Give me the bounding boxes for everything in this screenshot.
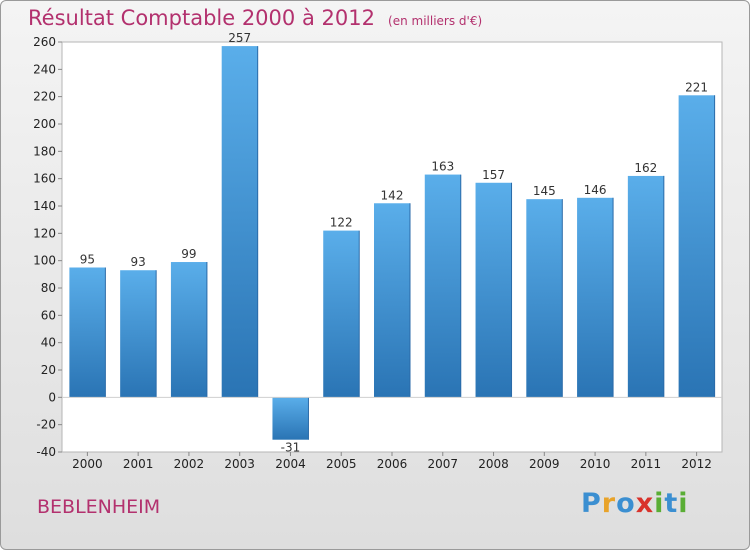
logo-letter: i [654,488,665,519]
y-tick-label: -40 [36,445,56,459]
bar-2008 [475,182,512,398]
x-tick-label: 2004 [275,457,306,471]
bar-2000 [69,267,106,398]
data-label-2008: 157 [482,168,505,182]
y-tick-label: 220 [33,90,56,104]
x-tick-label: 2008 [478,457,509,471]
x-tick-label: 2005 [326,457,357,471]
bar-2001 [120,270,157,398]
bar-2010 [577,197,614,398]
y-tick-label: 260 [33,35,56,49]
data-label-2000: 95 [80,253,95,267]
logo-letter: r [601,488,617,519]
y-tick-label: 200 [33,117,56,131]
x-tick-label: 2003 [224,457,255,471]
data-label-2009: 145 [533,184,556,198]
data-label-2011: 162 [634,161,657,175]
y-tick-label: 120 [33,226,56,240]
data-label-2001: 93 [131,255,146,269]
bar-2011 [627,175,664,398]
bar-2004 [272,397,309,440]
logo-letter: i [678,488,689,519]
y-tick-label: -20 [36,418,56,432]
y-tick-label: 180 [33,144,56,158]
y-tick-label: 20 [41,363,56,377]
x-tick-label: 2009 [529,457,560,471]
data-label-2006: 142 [381,188,404,202]
bar-2002 [170,262,207,398]
y-tick-label: 240 [33,62,56,76]
y-tick-label: 40 [41,336,56,350]
logo-letter: x [635,488,655,519]
bar-2007 [424,174,461,398]
y-tick-label: 60 [41,308,56,322]
data-label-2010: 146 [584,183,607,197]
y-tick-label: 0 [48,390,56,404]
data-label-2002: 99 [181,247,196,261]
logo-letter: o [616,488,636,519]
commune-name: BEBLENHEIM [37,496,161,518]
x-tick-label: 2012 [681,457,712,471]
data-label-2012: 221 [685,80,708,94]
bar-2005 [323,230,360,398]
proxiti-logo: Proxiti [581,488,689,519]
data-label-2007: 163 [431,160,454,174]
chart-title-unit: (en milliers d'€) [388,14,483,28]
bar-2006 [374,203,410,398]
y-tick-label: 100 [33,254,56,268]
x-tick-label: 2002 [174,457,205,471]
x-tick-label: 2001 [123,457,154,471]
data-label-2004: -31 [281,441,301,455]
logo-letter: t [664,488,679,519]
chart-title: Résultat Comptable 2000 à 2012 (en milli… [28,6,482,30]
y-tick-label: 80 [41,281,56,295]
x-tick-label: 2000 [72,457,103,471]
y-tick-label: 160 [33,172,56,186]
data-label-2005: 122 [330,216,353,230]
x-tick-label: 2010 [580,457,611,471]
x-tick-label: 2006 [377,457,408,471]
bar-2003 [221,46,258,398]
data-label-2003: 257 [228,31,251,45]
chart-title-main: Résultat Comptable 2000 à 2012 [28,6,375,30]
y-tick-label: 140 [33,199,56,213]
x-tick-label: 2007 [427,457,458,471]
x-tick-label: 2011 [631,457,662,471]
logo-letter: P [581,488,602,519]
bar-2009 [526,199,563,398]
bar-2012 [678,95,715,398]
